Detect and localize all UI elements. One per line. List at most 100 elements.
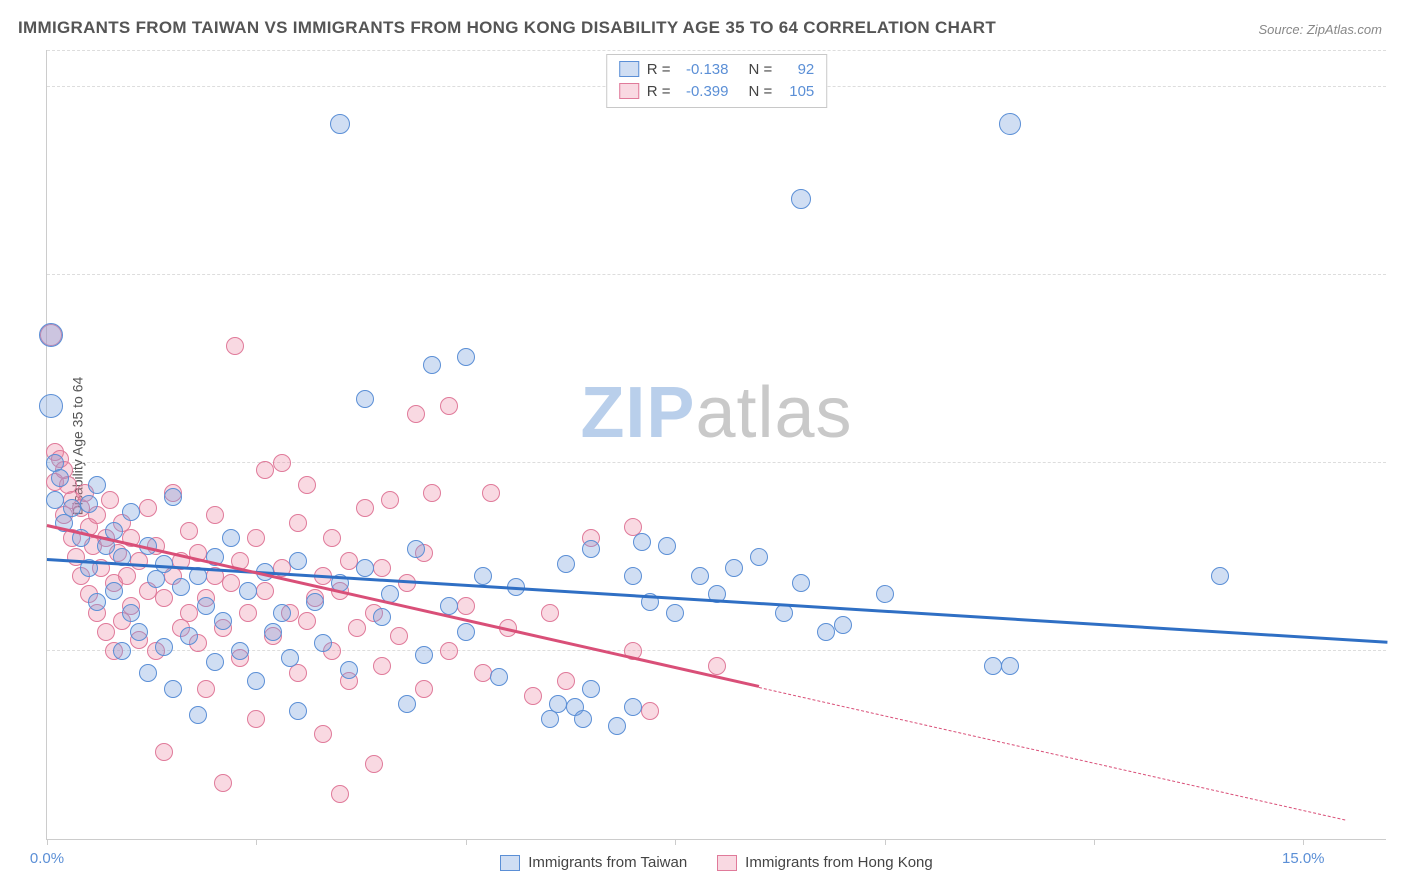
point-taiwan [750, 548, 768, 566]
point-taiwan [457, 623, 475, 641]
point-hk [214, 774, 232, 792]
point-taiwan [39, 394, 63, 418]
point-taiwan [1211, 567, 1229, 585]
point-taiwan [340, 661, 358, 679]
point-taiwan [180, 627, 198, 645]
point-hk [101, 491, 119, 509]
point-taiwan [247, 672, 265, 690]
y-tick-label: 15.0% [1393, 249, 1406, 266]
point-hk [440, 397, 458, 415]
x-tick [256, 839, 257, 845]
point-hk [474, 664, 492, 682]
point-taiwan [264, 623, 282, 641]
point-hk [356, 499, 374, 517]
point-taiwan [624, 698, 642, 716]
x-tick [1303, 839, 1304, 845]
legend-n-label: N = [749, 61, 773, 78]
legend-row: R =-0.399N =105 [619, 80, 815, 102]
x-tick-label: 0.0% [30, 850, 64, 867]
point-taiwan [876, 585, 894, 603]
point-taiwan [122, 604, 140, 622]
point-hk [247, 529, 265, 547]
point-hk [314, 725, 332, 743]
point-taiwan [122, 503, 140, 521]
legend-swatch-icon [619, 61, 639, 77]
point-hk [708, 657, 726, 675]
point-hk [331, 785, 349, 803]
x-tick [885, 839, 886, 845]
point-taiwan [624, 567, 642, 585]
chart-title: IMMIGRANTS FROM TAIWAN VS IMMIGRANTS FRO… [18, 18, 996, 38]
point-taiwan [306, 593, 324, 611]
point-taiwan [775, 604, 793, 622]
legend-n-value: 92 [780, 61, 814, 78]
point-hk [541, 604, 559, 622]
gridline [47, 274, 1386, 275]
point-hk [398, 574, 416, 592]
legend-n-label: N = [749, 83, 773, 100]
series-legend-item: Immigrants from Hong Kong [717, 854, 933, 871]
point-taiwan [834, 616, 852, 634]
point-taiwan [373, 608, 391, 626]
point-hk [226, 337, 244, 355]
point-taiwan [51, 469, 69, 487]
point-hk [289, 514, 307, 532]
point-hk [155, 743, 173, 761]
legend-n-value: 105 [780, 83, 814, 100]
point-taiwan [817, 623, 835, 641]
point-hk [273, 454, 291, 472]
point-taiwan [139, 664, 157, 682]
point-taiwan [582, 680, 600, 698]
legend-r-value: -0.138 [679, 61, 729, 78]
point-taiwan [164, 488, 182, 506]
point-taiwan [608, 717, 626, 735]
series-legend-item: Immigrants from Taiwan [500, 854, 687, 871]
point-taiwan [490, 668, 508, 686]
scatter-plot: ZIPatlas R =-0.138N =92R =-0.399N =105 I… [46, 50, 1386, 840]
y-tick-label: 5.0% [1393, 625, 1406, 642]
point-hk [524, 687, 542, 705]
point-taiwan [407, 540, 425, 558]
point-hk [415, 680, 433, 698]
point-hk [457, 597, 475, 615]
point-taiwan [189, 706, 207, 724]
point-taiwan [105, 582, 123, 600]
point-taiwan [691, 567, 709, 585]
point-taiwan [88, 593, 106, 611]
point-taiwan [356, 559, 374, 577]
point-taiwan [155, 638, 173, 656]
series-legend-label: Immigrants from Taiwan [528, 854, 687, 871]
point-taiwan [289, 702, 307, 720]
point-taiwan [231, 642, 249, 660]
y-tick-label: 10.0% [1393, 437, 1406, 454]
series-legend: Immigrants from Taiwan Immigrants from Ho… [47, 854, 1386, 871]
point-hk [440, 642, 458, 660]
point-taiwan [197, 597, 215, 615]
point-taiwan [214, 612, 232, 630]
watermark: ZIPatlas [580, 372, 852, 454]
point-taiwan [398, 695, 416, 713]
correlation-legend: R =-0.138N =92R =-0.399N =105 [606, 54, 828, 108]
watermark-atlas: atlas [695, 373, 852, 453]
point-hk [247, 710, 265, 728]
legend-r-label: R = [647, 83, 671, 100]
point-hk [180, 604, 198, 622]
point-hk [390, 627, 408, 645]
point-taiwan [415, 646, 433, 664]
point-taiwan [984, 657, 1002, 675]
watermark-zip: ZIP [580, 373, 695, 453]
point-hk [298, 612, 316, 630]
source-credit: Source: ZipAtlas.com [1258, 22, 1382, 37]
point-hk [482, 484, 500, 502]
point-taiwan [423, 356, 441, 374]
series-legend-label: Immigrants from Hong Kong [745, 854, 933, 871]
point-hk [155, 589, 173, 607]
x-tick [466, 839, 467, 845]
point-taiwan [791, 189, 811, 209]
point-taiwan [633, 533, 651, 551]
legend-swatch-icon [717, 855, 737, 871]
point-taiwan [164, 680, 182, 698]
point-hk [381, 491, 399, 509]
point-hk [373, 559, 391, 577]
point-taiwan [574, 710, 592, 728]
